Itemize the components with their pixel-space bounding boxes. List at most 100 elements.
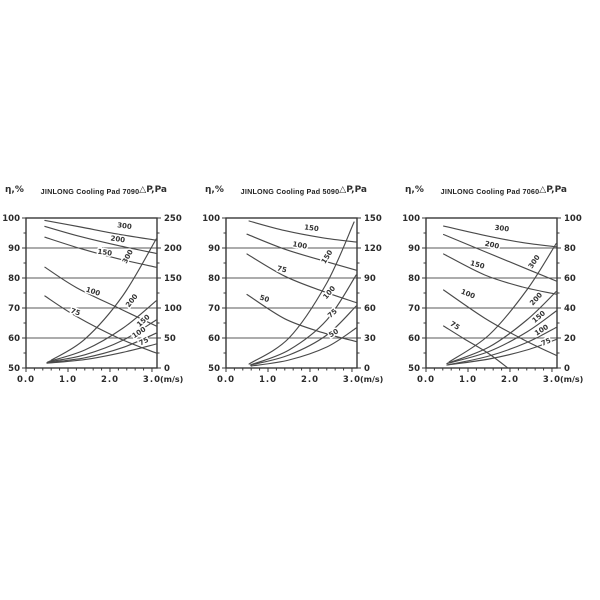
eta-tick-label: 70 — [408, 304, 420, 314]
dp-tick-label: 150 — [364, 214, 382, 224]
efficiency-curve-200 — [44, 225, 157, 254]
eta-tick-label: 90 — [408, 244, 420, 254]
efficiency-curve-label: 150 — [97, 248, 113, 258]
pressure-curve-100 — [249, 274, 357, 366]
pressure-curve-50 — [250, 327, 357, 367]
efficiency-curve-300 — [44, 219, 157, 241]
pressure-curve-150 — [248, 221, 355, 365]
x-axis-unit-label: (m/s) — [560, 375, 583, 384]
efficiency-curve-100 — [246, 233, 357, 271]
efficiency-curve-100 — [44, 266, 157, 327]
dp-tick-label: 20 — [564, 334, 576, 344]
eta-tick-label: 60 — [8, 334, 20, 344]
chart-figure-cooling-pad-7090: η,% JINLONG Cooling Pad 7090 △P,Pa 100 90… — [0, 178, 200, 400]
efficiency-curve-label: 100 — [460, 288, 477, 301]
dp-tick-label: 150 — [164, 274, 182, 284]
efficiency-curve-label: 150 — [304, 223, 320, 233]
pressure-curve-label: 300 — [527, 253, 542, 270]
x-tick-label: 3.0 — [143, 375, 161, 385]
eta-axis-title: η,% — [5, 185, 24, 195]
dp-tick-label: 200 — [164, 244, 182, 254]
pressure-curve-75 — [250, 305, 357, 366]
eta-tick-label: 80 — [408, 274, 420, 284]
x-tick-label: 3.0 — [543, 375, 561, 385]
pressure-curve-75 — [46, 343, 157, 364]
eta-tick-label: 90 — [208, 244, 220, 254]
dp-tick-label: 0 — [564, 364, 570, 374]
pressure-curve-150 — [446, 310, 557, 365]
eta-tick-label: 100 — [2, 214, 20, 224]
eta-tick-label: 70 — [208, 304, 220, 314]
eta-tick-label: 50 — [208, 364, 220, 374]
eta-tick-label: 100 — [402, 214, 420, 224]
x-tick-label: 0.0 — [417, 375, 435, 385]
x-tick-label: 2.0 — [301, 375, 319, 385]
dp-tick-label: 60 — [564, 274, 576, 284]
pressure-curve-300 — [448, 242, 557, 363]
eta-tick-label: 50 — [408, 364, 420, 374]
efficiency-curve-150 — [44, 236, 157, 268]
dp-tick-label: 40 — [564, 304, 576, 314]
dp-tick-label: 90 — [364, 274, 376, 284]
eta-tick-label: 60 — [208, 334, 220, 344]
pressure-curve-label: 200 — [528, 291, 544, 307]
x-tick-label: 2.0 — [101, 375, 119, 385]
efficiency-curve-label: 300 — [117, 221, 133, 231]
pressure-curve-300 — [50, 238, 157, 361]
dp-tick-label: 0 — [364, 364, 370, 374]
dp-tick-label: 60 — [364, 304, 376, 314]
chart-title: JINLONG Cooling Pad 7090 — [40, 187, 140, 196]
chart-title: JINLONG Cooling Pad 7060 — [440, 187, 540, 196]
efficiency-curve-150 — [443, 253, 557, 295]
dp-tick-label: 120 — [364, 244, 382, 254]
dp-tick-label: 0 — [164, 364, 170, 374]
x-tick-label: 2.0 — [501, 375, 519, 385]
chart-figure-cooling-pad-7060: η,% JINLONG Cooling Pad 7060 △P,Pa 100 90… — [400, 178, 600, 400]
efficiency-curve-100 — [443, 289, 557, 356]
chart-plot-svg: 100 90 80 70 60 50 0 50 100 150 200 250 0.0 1.0 2.0 3.0… — [2, 214, 183, 385]
eta-tick-label: 100 — [202, 214, 220, 224]
x-tick-label: 0.0 — [17, 375, 35, 385]
dp-tick-label: 80 — [564, 244, 576, 254]
pressure-curve-label: 200 — [124, 292, 139, 309]
pressure-curve-200 — [446, 290, 557, 365]
dp-tick-label: 30 — [364, 334, 376, 344]
chart-figure-cooling-pad-5090: η,% JINLONG Cooling Pad 5090 △P,Pa 100 90… — [200, 178, 400, 400]
x-axis-unit-label: (m/s) — [160, 375, 183, 384]
x-tick-label: 0.0 — [217, 375, 235, 385]
dp-axis-title: △P,Pa — [339, 185, 367, 195]
dp-tick-label: 100 — [564, 214, 582, 224]
eta-tick-label: 80 — [208, 274, 220, 284]
pressure-curve-100 — [446, 326, 557, 366]
efficiency-curve-label: 200 — [110, 234, 126, 244]
x-tick-label: 1.0 — [259, 375, 277, 385]
eta-tick-label: 60 — [408, 334, 420, 344]
x-tick-label: 1.0 — [459, 375, 477, 385]
eta-tick-label: 50 — [8, 364, 20, 374]
efficiency-curve-150 — [248, 220, 357, 243]
pressure-curve-200 — [48, 300, 157, 362]
dp-tick-label: 50 — [164, 334, 176, 344]
dp-axis-title: △P,Pa — [539, 185, 567, 195]
x-axis-unit-label: (m/s) — [360, 375, 383, 384]
efficiency-curve-label: 300 — [494, 224, 510, 234]
chart-plot-svg: 100 90 80 70 60 50 0 20 40 60 80 100 0.0 1.0 2.0 3.0(m/… — [402, 214, 583, 385]
eta-tick-label: 90 — [8, 244, 20, 254]
dp-tick-label: 100 — [164, 304, 182, 314]
efficiency-curve-label: 200 — [484, 240, 500, 251]
x-tick-label: 1.0 — [59, 375, 77, 385]
pressure-curve-label: 150 — [531, 309, 547, 325]
dp-axis-title: △P,Pa — [139, 185, 167, 195]
dp-tick-label: 250 — [164, 214, 182, 224]
pressure-curve-label: 150 — [320, 249, 335, 266]
eta-tick-label: 70 — [8, 304, 20, 314]
pressure-curve-75 — [446, 338, 557, 366]
efficiency-curve-label: 50 — [259, 294, 271, 305]
efficiency-curve-200 — [443, 233, 557, 282]
pressure-curve-100 — [46, 332, 157, 364]
eta-tick-label: 80 — [8, 274, 20, 284]
chart-title: JINLONG Cooling Pad 5090 — [240, 187, 340, 196]
efficiency-curve-300 — [443, 225, 557, 248]
plot-frame — [225, 217, 358, 369]
